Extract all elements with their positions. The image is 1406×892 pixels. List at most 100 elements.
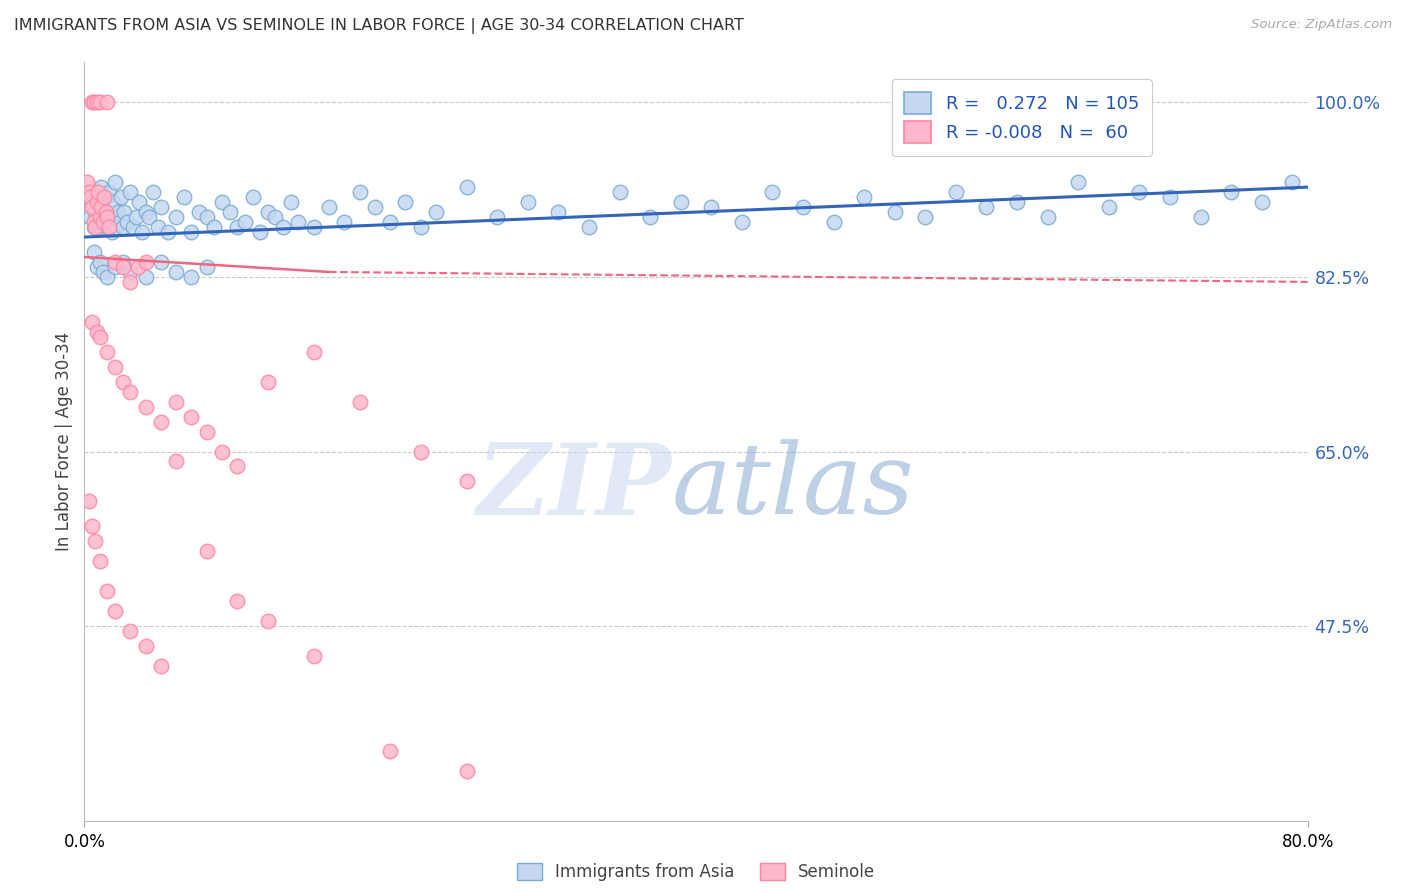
Point — [218, 205, 240, 219]
Point — [761, 185, 783, 199]
Point — [91, 200, 114, 214]
Point — [142, 185, 165, 199]
Point — [83, 220, 105, 235]
Point — [456, 764, 478, 778]
Point — [157, 225, 180, 239]
Point — [96, 95, 118, 110]
Point — [108, 215, 131, 229]
Point — [233, 215, 256, 229]
Point — [180, 269, 202, 284]
Point — [96, 205, 118, 219]
Point — [380, 215, 402, 229]
Point — [96, 584, 118, 599]
Point — [135, 400, 157, 414]
Point — [120, 624, 142, 639]
Point — [202, 220, 225, 235]
Point — [280, 195, 302, 210]
Point — [138, 210, 160, 224]
Point — [83, 95, 105, 110]
Point — [976, 200, 998, 214]
Point — [120, 265, 142, 279]
Point — [96, 269, 118, 284]
Point — [380, 744, 402, 758]
Point — [364, 200, 387, 214]
Point — [86, 325, 108, 339]
Point — [257, 614, 280, 628]
Point — [111, 375, 134, 389]
Legend: Immigrants from Asia, Seminole: Immigrants from Asia, Seminole — [510, 856, 882, 888]
Point — [731, 215, 754, 229]
Point — [211, 195, 233, 210]
Point — [89, 330, 111, 344]
Point — [98, 210, 121, 224]
Point — [638, 210, 661, 224]
Point — [883, 205, 905, 219]
Point — [226, 220, 249, 235]
Point — [516, 195, 538, 210]
Point — [394, 195, 416, 210]
Point — [91, 215, 114, 229]
Point — [94, 190, 117, 204]
Point — [195, 425, 218, 439]
Point — [90, 180, 112, 194]
Point — [96, 220, 118, 235]
Point — [135, 205, 157, 219]
Point — [89, 554, 111, 568]
Point — [195, 210, 218, 224]
Point — [242, 190, 264, 204]
Point — [94, 205, 117, 219]
Point — [1098, 200, 1121, 214]
Point — [89, 220, 111, 235]
Point — [111, 260, 134, 274]
Point — [302, 344, 325, 359]
Point — [111, 220, 134, 235]
Point — [149, 415, 172, 429]
Point — [135, 269, 157, 284]
Point — [195, 544, 218, 558]
Point — [853, 190, 876, 204]
Point — [80, 200, 103, 214]
Point — [79, 210, 101, 224]
Point — [349, 185, 371, 199]
Point — [318, 200, 340, 214]
Point — [86, 260, 108, 274]
Point — [165, 454, 187, 468]
Point — [287, 215, 309, 229]
Point — [83, 215, 105, 229]
Point — [456, 180, 478, 194]
Point — [486, 210, 509, 224]
Point — [578, 220, 600, 235]
Point — [96, 210, 118, 224]
Point — [86, 95, 108, 110]
Point — [96, 344, 118, 359]
Point — [80, 195, 103, 210]
Point — [823, 215, 845, 229]
Point — [1250, 195, 1272, 210]
Point — [135, 255, 157, 269]
Point — [104, 175, 127, 189]
Point — [425, 205, 447, 219]
Text: atlas: atlas — [672, 440, 914, 534]
Point — [264, 210, 287, 224]
Point — [120, 384, 142, 399]
Point — [547, 205, 569, 219]
Point — [84, 534, 107, 549]
Point — [122, 220, 145, 235]
Point — [84, 220, 107, 235]
Point — [80, 519, 103, 533]
Point — [146, 220, 169, 235]
Point — [89, 195, 111, 210]
Point — [180, 225, 202, 239]
Point — [105, 220, 128, 235]
Point — [409, 220, 432, 235]
Point — [1220, 185, 1243, 199]
Point — [77, 494, 100, 508]
Point — [700, 200, 723, 214]
Point — [409, 444, 432, 458]
Point — [84, 205, 107, 219]
Point — [173, 190, 195, 204]
Point — [792, 200, 814, 214]
Point — [1005, 195, 1028, 210]
Point — [669, 195, 692, 210]
Point — [609, 185, 631, 199]
